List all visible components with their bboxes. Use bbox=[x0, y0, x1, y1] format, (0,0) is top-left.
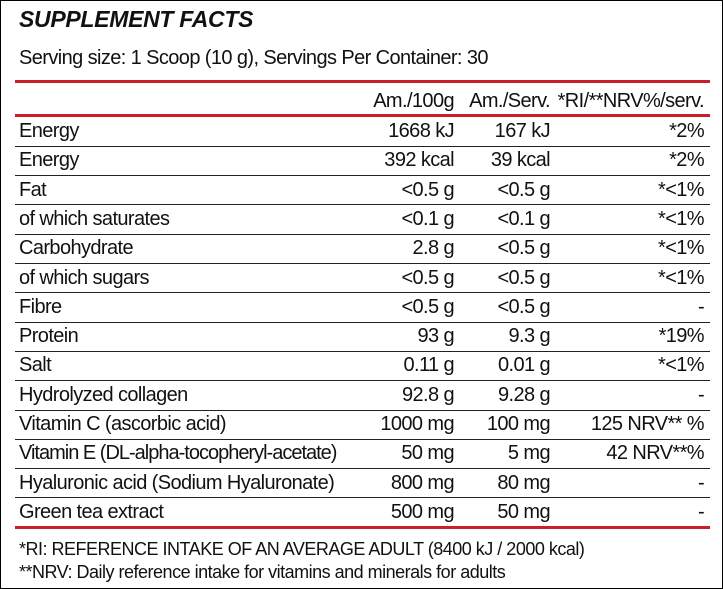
cell-value: <0.5 g bbox=[401, 295, 454, 318]
row-divider bbox=[15, 438, 710, 440]
cell-value: 1000 mg bbox=[380, 413, 454, 435]
cell-value: <0.5 g bbox=[497, 178, 550, 201]
row-label: Protein bbox=[19, 325, 79, 348]
divider bbox=[15, 114, 710, 117]
row-divider bbox=[15, 145, 710, 147]
footnote: **NRV: Daily reference intake for vitami… bbox=[19, 562, 506, 582]
serving-info: Serving size: 1 Scoop (10 g), Servings P… bbox=[19, 47, 488, 69]
cell-value: 93 g bbox=[417, 325, 454, 348]
cell-value: *<1% bbox=[658, 266, 705, 289]
cell-value: *2% bbox=[669, 149, 704, 172]
cell-value: 0.11 g bbox=[403, 354, 454, 377]
cell-value: <0.5 g bbox=[497, 266, 550, 289]
cell-value: 2.8 g bbox=[412, 237, 455, 260]
row-label: of which saturates bbox=[19, 207, 170, 230]
row-divider bbox=[15, 263, 710, 264]
cell-value: - bbox=[697, 383, 705, 406]
row-divider bbox=[15, 350, 710, 352]
cell-value: 92.8 g bbox=[401, 383, 455, 406]
row-label: Fibre bbox=[19, 295, 62, 318]
row-divider bbox=[15, 497, 710, 499]
footnote: *RI: REFERENCE INTAKE OF AN AVERAGE ADUL… bbox=[19, 539, 585, 559]
row-label: of which sugars bbox=[19, 266, 150, 289]
cell-value: <0.1 g bbox=[497, 207, 550, 230]
column-header: Am./Serv. bbox=[469, 90, 551, 112]
cell-value: *<1% bbox=[658, 237, 705, 260]
row-label: Energy bbox=[19, 120, 79, 142]
row-divider bbox=[15, 468, 710, 470]
cell-value: 100 mg bbox=[486, 413, 551, 435]
cell-value: <0.5 g bbox=[401, 266, 454, 289]
title: SUPPLEMENT FACTS bbox=[19, 6, 254, 32]
cell-value: *2% bbox=[669, 120, 704, 142]
cell-value: *<1% bbox=[658, 354, 705, 377]
cell-value: - bbox=[697, 295, 705, 318]
cell-value: 800 mg bbox=[390, 471, 455, 494]
cell-value: 125 NRV** % bbox=[590, 413, 705, 435]
cell-value: 80 mg bbox=[497, 471, 550, 494]
cell-value: 42 NRV**% bbox=[606, 442, 704, 465]
row-label: Vitamin E (DL-alpha-tocopheryl-acetate) bbox=[19, 442, 337, 465]
cell-value: 0.01 g bbox=[497, 354, 551, 377]
cell-value: <0.1 g bbox=[401, 207, 454, 230]
cell-value: 9.28 g bbox=[497, 383, 551, 406]
cell-value: <0.5 g bbox=[401, 178, 454, 201]
cell-value: 50 mg bbox=[497, 500, 550, 523]
cell-value: 392 kcal bbox=[384, 149, 454, 172]
cell-value: 500 mg bbox=[390, 500, 455, 523]
row-divider bbox=[15, 204, 710, 206]
cell-value: *<1% bbox=[658, 178, 705, 201]
row-label: Hyaluronic acid (Sodium Hyaluronate) bbox=[19, 471, 335, 494]
divider bbox=[15, 526, 710, 529]
cell-value: *<1% bbox=[658, 207, 705, 230]
cell-value: - bbox=[697, 500, 705, 523]
cell-value: 50 mg bbox=[401, 442, 454, 465]
row-label: Carbohydrate bbox=[19, 237, 134, 260]
row-label: Energy bbox=[19, 149, 79, 172]
column-header: *RI/**NRV%/serv. bbox=[557, 90, 705, 112]
row-divider bbox=[15, 409, 710, 411]
cell-value: *19% bbox=[658, 325, 705, 348]
row-divider bbox=[15, 175, 710, 177]
cell-value: - bbox=[697, 471, 705, 494]
row-label: Hydrolyzed collagen bbox=[19, 383, 188, 406]
row-divider bbox=[15, 321, 710, 323]
row-divider bbox=[15, 380, 710, 382]
cell-value: 1668 kJ bbox=[388, 120, 454, 142]
row-label: Vitamin C (ascorbic acid) bbox=[19, 413, 227, 435]
row-label: Fat bbox=[19, 178, 47, 201]
row-label: Salt bbox=[19, 354, 52, 377]
column-header: Am./100g bbox=[373, 90, 454, 112]
cell-value: 9.3 g bbox=[508, 325, 551, 348]
cell-value: <0.5 g bbox=[497, 237, 550, 260]
cell-value: 5 mg bbox=[507, 442, 551, 465]
divider bbox=[15, 80, 710, 83]
row-label: Green tea extract bbox=[19, 500, 164, 523]
cell-value: 167 kJ bbox=[494, 120, 551, 142]
row-divider bbox=[15, 292, 710, 294]
cell-value: 39 kcal bbox=[490, 149, 551, 172]
row-divider bbox=[15, 233, 710, 235]
cell-value: <0.5 g bbox=[497, 295, 550, 318]
